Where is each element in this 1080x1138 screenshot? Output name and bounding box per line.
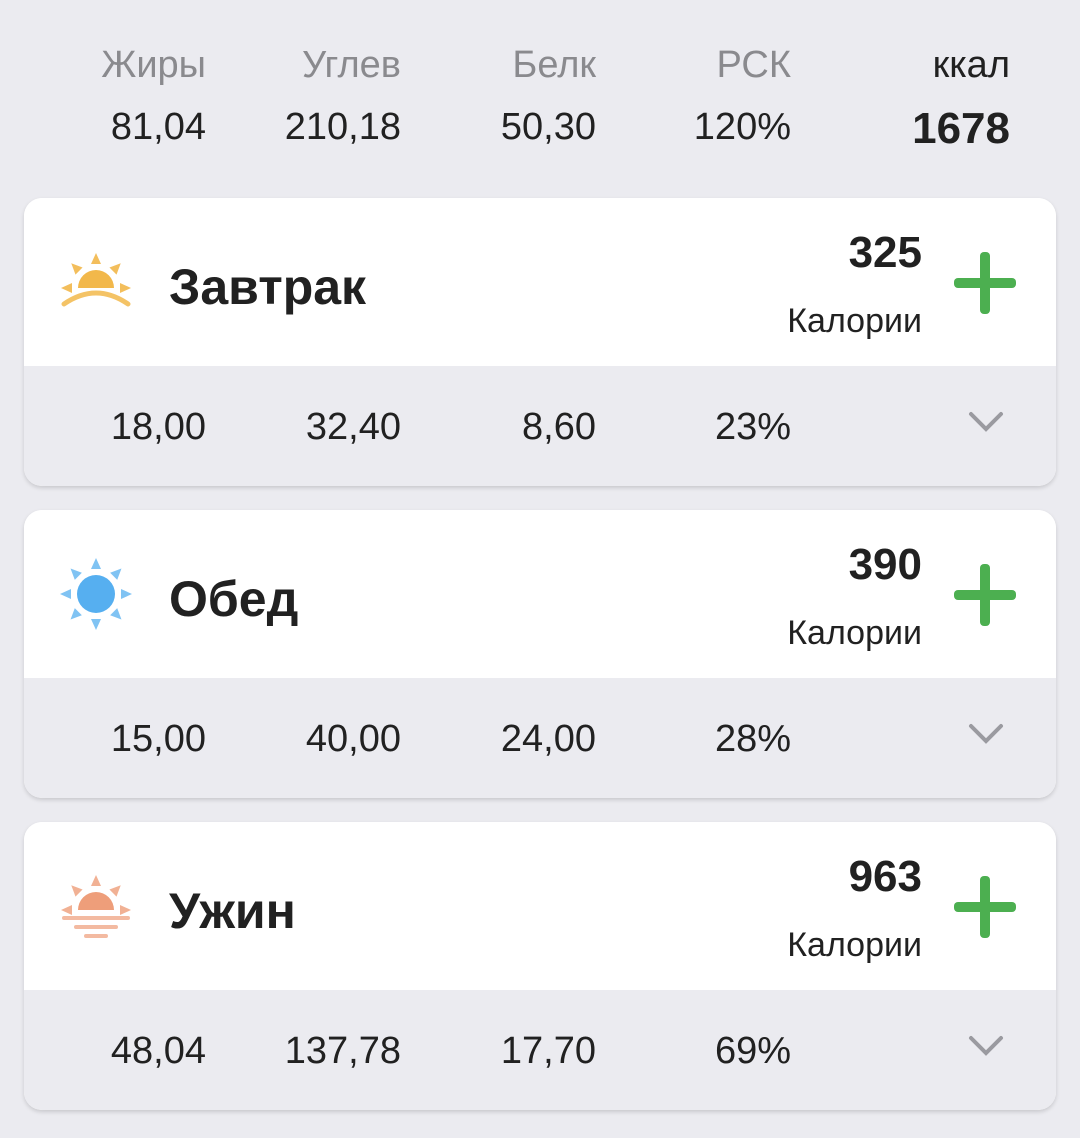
meal-calories-label: Калории <box>787 926 922 964</box>
meal-card: Ужин 963 Калории 48,04 137,78 17,70 69% <box>24 822 1056 1110</box>
meal-fat: 18,00 <box>110 406 206 448</box>
meal-calories: 390 <box>848 540 922 589</box>
meal-carbs: 40,00 <box>305 718 401 760</box>
rsk-label: РСК <box>716 44 792 86</box>
meal-card: Завтрак 325 Калории 18,00 32,40 8,60 23% <box>24 198 1056 486</box>
meal-macros-row[interactable]: 48,04 137,78 17,70 69% <box>24 990 1056 1110</box>
daily-summary: Жиры 81,04 Углев 210,18 Белк 50,30 РСК 120% … <box>0 0 1080 190</box>
meal-macros-row[interactable]: 18,00 32,40 8,60 23% <box>24 366 1056 486</box>
sunrise-icon <box>61 253 131 307</box>
meal-rsk: 28% <box>714 718 791 760</box>
fat-value: 81,04 <box>110 106 206 148</box>
protein-value: 50,30 <box>500 106 596 148</box>
meal-fat: 15,00 <box>110 718 206 760</box>
meal-protein: 8,60 <box>522 406 596 448</box>
meal-title: Обед <box>169 571 299 627</box>
meal-carbs: 137,78 <box>284 1030 401 1072</box>
meal-header[interactable]: Обед 390 Калории <box>24 510 1056 678</box>
meal-calories-label: Калории <box>787 302 922 340</box>
meal-title: Ужин <box>169 883 296 939</box>
kcal-label: ккал <box>932 44 1010 86</box>
meal-calories: 963 <box>848 852 922 901</box>
meal-rsk: 69% <box>714 1030 791 1072</box>
fat-label: Жиры <box>101 44 206 86</box>
chevron-down-icon[interactable] <box>968 722 1004 746</box>
sunset-icon <box>61 875 131 938</box>
kcal-value: 1678 <box>912 104 1010 153</box>
meal-card: Обед 390 Калории 15,00 40,00 24,00 28% <box>24 510 1056 798</box>
meal-rsk: 23% <box>714 406 791 448</box>
meal-macros-row[interactable]: 15,00 40,00 24,00 28% <box>24 678 1056 798</box>
meal-protein: 17,70 <box>500 1030 596 1072</box>
protein-label: Белк <box>512 44 596 86</box>
carbs-value: 210,18 <box>284 106 401 148</box>
meal-fat: 48,04 <box>110 1030 206 1072</box>
meal-header[interactable]: Завтрак 325 Калории <box>24 198 1056 366</box>
meal-title: Завтрак <box>169 259 367 315</box>
meal-header[interactable]: Ужин 963 Калории <box>24 822 1056 990</box>
meal-calories: 325 <box>848 228 922 277</box>
meal-protein: 24,00 <box>500 718 596 760</box>
rsk-value: 120% <box>693 106 791 148</box>
add-food-button[interactable] <box>954 252 1016 314</box>
chevron-down-icon[interactable] <box>968 410 1004 434</box>
carbs-label: Углев <box>302 44 401 86</box>
add-food-button[interactable] <box>954 564 1016 626</box>
add-food-button[interactable] <box>954 876 1016 938</box>
meal-calories-label: Калории <box>787 614 922 652</box>
sun-icon <box>60 558 132 630</box>
chevron-down-icon[interactable] <box>968 1034 1004 1058</box>
meal-carbs: 32,40 <box>305 406 401 448</box>
